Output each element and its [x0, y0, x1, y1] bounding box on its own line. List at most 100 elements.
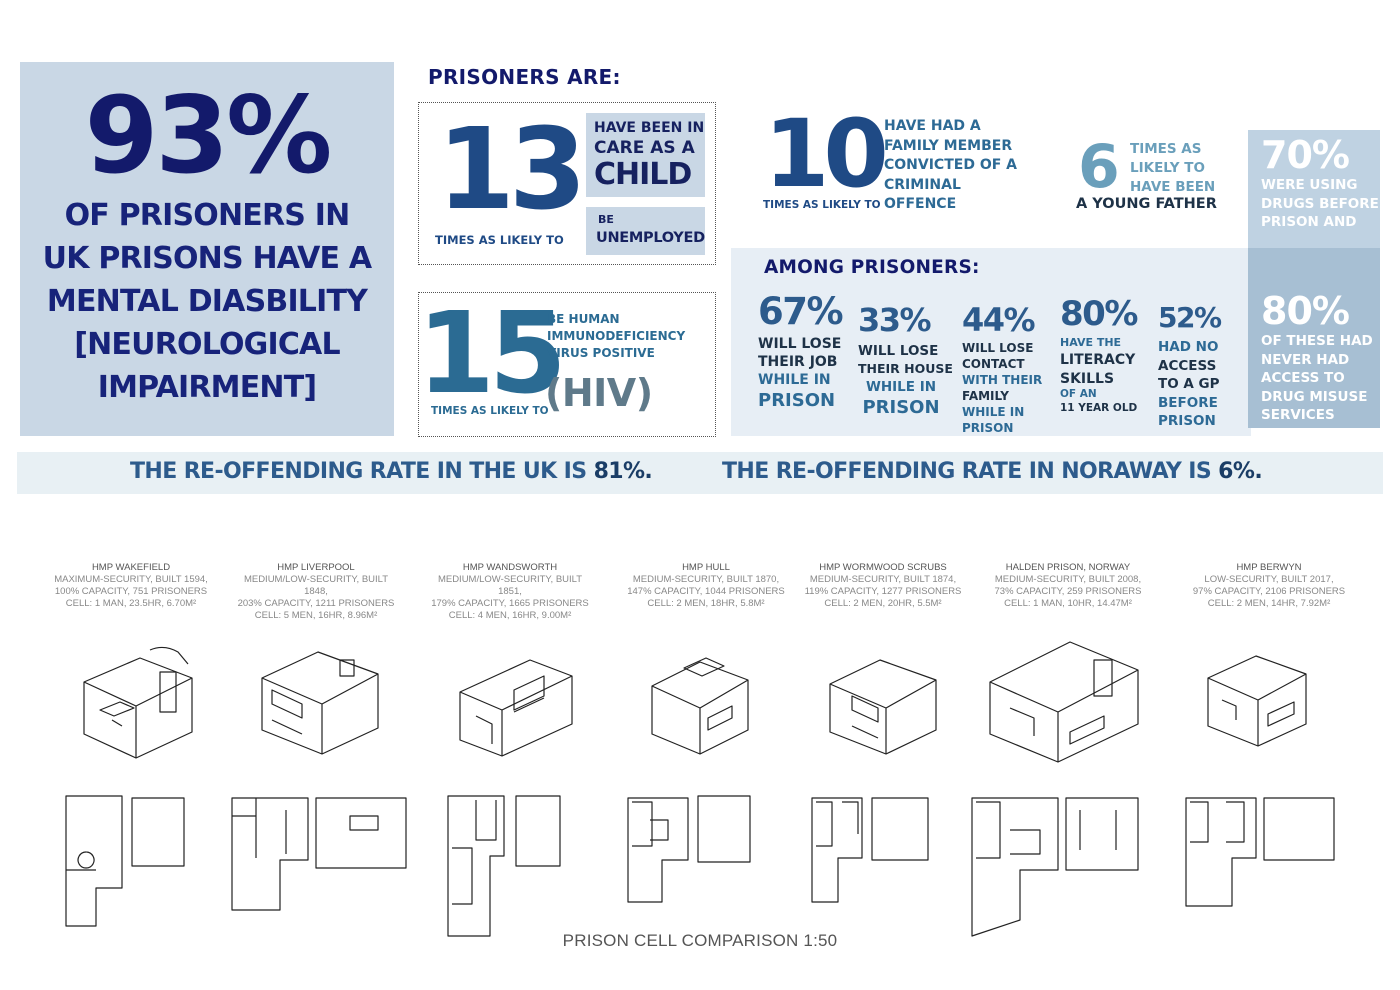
stat-10-number: 10 [764, 100, 889, 209]
prison-caption-wakefield: HMP WAKEFIELD MAXIMUM-SECURITY, BUILT 15… [46, 562, 216, 610]
care-line-1: HAVE BEEN IN [594, 120, 705, 136]
young-father-label: A YOUNG FATHER [1076, 196, 1217, 212]
prison-name: HMP WANDSWORTH [462, 562, 558, 573]
headline-line: IMPAIRMENT] [97, 370, 317, 405]
stat-line: CONTACT [962, 357, 1025, 371]
stat-line: THEIR HOUSE [858, 361, 953, 376]
prison-detail: MAXIMUM-SECURITY, BUILT 1594, [54, 574, 208, 585]
hiv-description: BE HUMAN IMMUNODEFICIENCY VIRUS POSITIVE [547, 311, 685, 362]
prison-caption-wormwood-scrubs: HMP WORMWOOD SCRUBS MEDIUM-SECURITY, BUI… [798, 562, 968, 610]
stat-line: OF AN [1060, 388, 1097, 400]
stat-gp-access: 52% HAD NO ACCESS TO A GP BEFORE PRISON [1158, 298, 1222, 431]
prison-caption-liverpool: HMP LIVERPOOL MEDIUM/LOW-SECURITY, BUILT… [231, 562, 401, 622]
stat-line: HAD NO [1158, 339, 1219, 355]
prison-detail: 119% CAPACITY, 1277 PRISONERS [804, 586, 962, 597]
unemployed-card: BE UNEMPLOYED [586, 207, 705, 255]
stat-line: WITH THEIR [962, 373, 1043, 387]
stat-line: THEIR JOB [758, 354, 838, 370]
prison-detail: CELL: 2 MEN, 18HR, 5.8M² [647, 598, 765, 609]
unemployed-be: BE [598, 213, 614, 226]
headline-line: MENTAL DIASBILITY [46, 284, 368, 319]
family-line: HAVE HAD A [884, 118, 981, 134]
prison-name: HMP BERWYN [1236, 562, 1302, 573]
reoffending-bar [17, 452, 1383, 494]
drug-services-panel [1248, 248, 1380, 428]
unemployed-word: UNEMPLOYED [596, 230, 705, 246]
family-line: CRIMINAL [884, 176, 961, 193]
hiv-abbreviation: (HIV) [545, 371, 653, 415]
family-line: CONVICTED OF A [884, 157, 1017, 173]
stat-line: WHILE IN [758, 372, 831, 388]
stat-line: ACCESS [1158, 357, 1217, 374]
prison-name: HMP WORMWOOD SCRUBS [819, 562, 947, 573]
iso-cell-wandsworth [459, 659, 573, 757]
prison-detail: CELL: 4 MEN, 16HR, 9.00M² [448, 610, 572, 621]
drug-services-percentage: 80% [1261, 289, 1350, 333]
reoffending-uk-label: THE RE-OFFENDING RATE IN THE UK IS [130, 459, 587, 484]
stat-percentage: 44% [962, 301, 1036, 339]
drug-services-line: OF THESE HAD [1261, 333, 1373, 349]
prison-detail: MEDIUM-SECURITY, BUILT 1874, [809, 574, 957, 585]
reoffending-norway-value: 6%. [1218, 459, 1263, 484]
six-line: TIMES AS [1130, 141, 1202, 157]
stat-percentage: 80% [1060, 294, 1138, 334]
stat-line: 11 YEAR OLD [1060, 402, 1138, 414]
hiv-line: IMMUNODEFICIENCY [547, 329, 686, 343]
prison-caption-wandsworth: HMP WANDSWORTH MEDIUM/LOW-SECURITY, BUIL… [425, 562, 595, 622]
drug-use-line: DRUGS BEFORE [1261, 195, 1379, 212]
drug-services-stat: 80% OF THESE HAD NEVER HAD ACCESS TO DRU… [1261, 290, 1373, 425]
drug-use-line: WERE USING [1261, 177, 1358, 193]
headline-line: OF PRISONERS IN [64, 198, 351, 233]
stat-percentage: 52% [1158, 301, 1222, 334]
stat-lose-house: 33% WILL LOSE THEIR HOUSE WHILE IN PRISO… [858, 300, 953, 420]
iso-cell-berwyn [1207, 655, 1307, 747]
drug-use-line: PRISON AND [1261, 214, 1357, 230]
stat-line: WILL LOSE [962, 341, 1034, 355]
prison-detail: CELL: 1 MAN, 23.5HR, 6.70M² [65, 598, 197, 609]
stat-line: FAMILY [962, 389, 1009, 403]
stat-line: BEFORE [1158, 394, 1218, 411]
reoffending-norway-label: THE RE-OFFENDING RATE IN NORAWAY IS [722, 459, 1212, 484]
plan-berwyn [1185, 797, 1335, 907]
stat-percentage: 33% [858, 301, 932, 339]
among-prisoners-panel [731, 248, 1251, 436]
prison-detail: MEDIUM/LOW-SECURITY, BUILT 1851, [437, 574, 583, 597]
prison-detail: 203% CAPACITY, 1211 PRISONERS [237, 598, 395, 609]
stat-lose-contact: 44% WILL LOSE CONTACT WITH THEIR FAMILY … [962, 300, 1042, 436]
stat-line: WILL LOSE [758, 336, 842, 352]
prison-detail: LOW-SECURITY, BUILT 2017, [1204, 574, 1334, 585]
drug-services-line: DRUG MISUSE [1261, 388, 1368, 405]
stat-line: WHILE IN [865, 379, 937, 395]
prison-name: HMP WAKEFIELD [91, 562, 171, 573]
footer-caption: PRISON CELL COMPARISON 1:50 [562, 931, 838, 950]
stat-line: LITERACY [1060, 352, 1136, 368]
prison-detail: 97% CAPACITY, 2106 PRISONERS [1192, 586, 1346, 597]
family-line: OFFENCE [884, 196, 957, 212]
prison-detail: 179% CAPACITY, 1665 PRISONERS [431, 598, 589, 609]
plan-halden [971, 797, 1139, 937]
prison-detail: CELL: 2 MEN, 14HR, 7.92M² [1207, 598, 1331, 609]
drug-services-line: SERVICES [1261, 407, 1335, 423]
young-father-description: TIMES AS LIKELY TO HAVE BEEN [1130, 140, 1215, 197]
reoffending-uk-value: 81%. [593, 459, 653, 484]
headline-line: [NEUROLOGICAL [74, 327, 340, 362]
stat-lose-job: 67% WILL LOSE THEIR JOB WHILE IN PRISON [758, 292, 844, 413]
headline-percentage: 93% [84, 74, 333, 197]
prison-detail: 100% CAPACITY, 751 PRISONERS [54, 586, 208, 597]
plan-liverpool [231, 797, 407, 911]
stat-6-number: 6 [1078, 132, 1120, 202]
cell-drawings [65, 641, 1335, 937]
headline-line: UK PRISONS HAVE A [42, 241, 372, 276]
drug-services-line: NEVER HAD [1261, 351, 1350, 368]
reoffending-norway: THE RE-OFFENDING RATE IN NORAWAY IS 6%. [722, 459, 1263, 484]
prisoners-are-heading: PRISONERS ARE: [428, 65, 621, 89]
stat-line: WHILE IN [962, 405, 1025, 419]
hiv-line: VIRUS POSITIVE [547, 346, 655, 360]
prison-detail: 73% CAPACITY, 259 PRISONERS [994, 586, 1142, 597]
care-line-2: CARE AS A [594, 138, 695, 158]
stat-line: PRISON [962, 421, 1014, 435]
stat-line: WILL LOSE [858, 343, 939, 359]
prison-detail: CELL: 2 MEN, 20HR, 5.5M² [824, 598, 942, 609]
among-prisoners-title: AMONG PRISONERS: [764, 257, 980, 278]
prison-caption-hull: HMP HULL MEDIUM-SECURITY, BUILT 1870, 14… [621, 562, 791, 610]
